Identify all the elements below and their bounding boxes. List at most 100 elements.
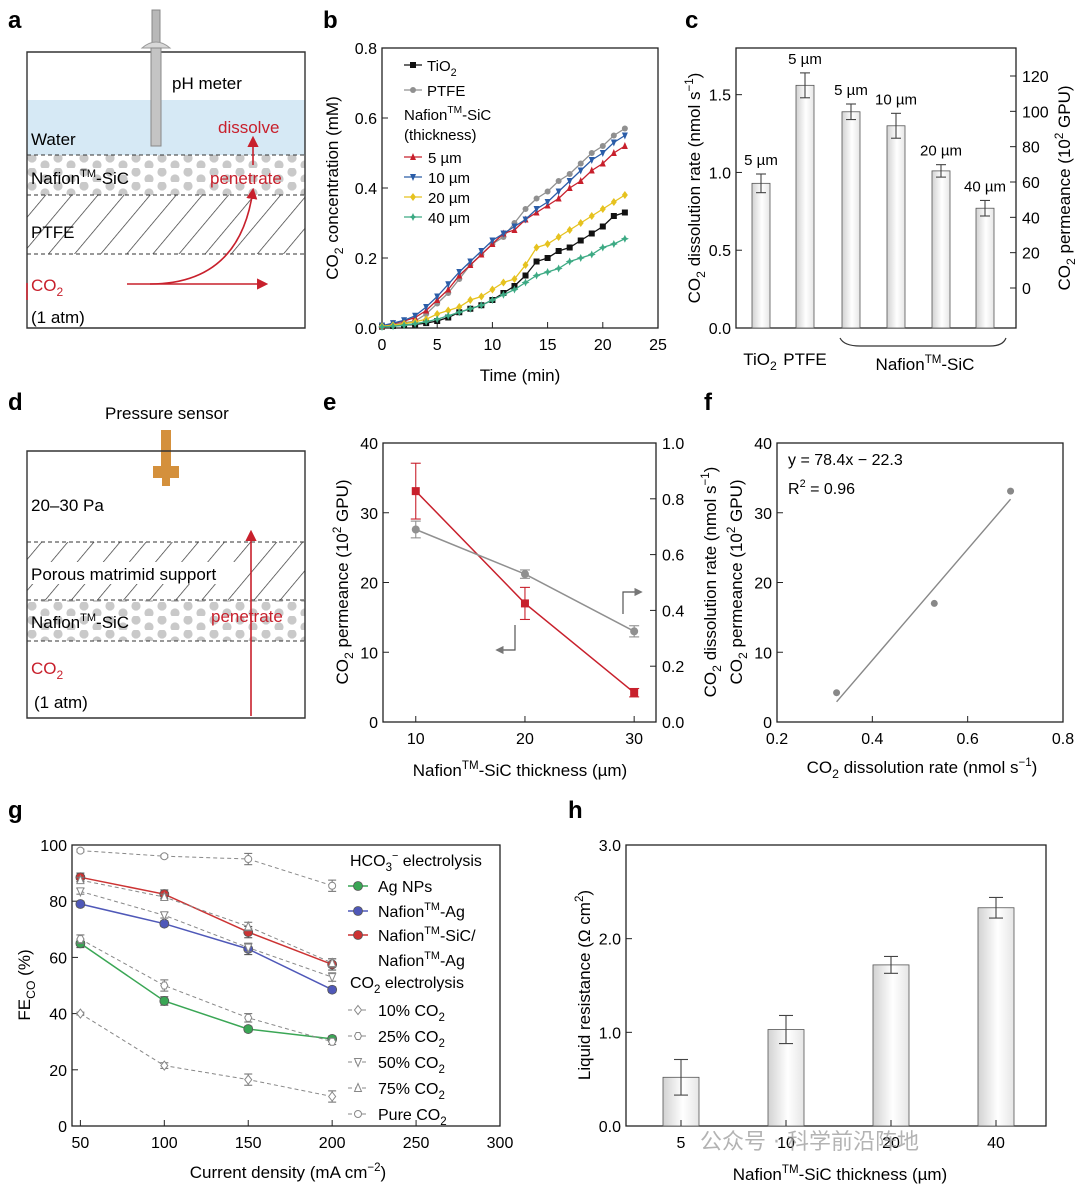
y2-axis-c-tick-label: 80 [1022, 140, 1040, 157]
legend-marker-b [410, 62, 416, 68]
y-axis-g-tick-label: 20 [49, 1063, 67, 1080]
y-axis-g-tick-label: 100 [40, 838, 67, 855]
y2-axis-e-tick-label: 0.4 [662, 603, 684, 620]
data-point-b [566, 244, 573, 251]
data-point-g [243, 943, 253, 954]
data-point-b [620, 234, 629, 243]
dissolve-label: dissolve [218, 118, 279, 137]
data-point-b [555, 178, 562, 184]
legend-marker-b [410, 87, 416, 93]
legend-label-g: Pure CO2 [378, 1107, 447, 1128]
group-label-c-part: TM [925, 354, 942, 366]
y-axis-c-tick-label: 1.5 [709, 88, 731, 105]
y2-axis-title-c-part: CO [1055, 265, 1074, 291]
bar-h [872, 964, 910, 1127]
legend-head-co2-part: electrolysis [380, 975, 464, 992]
data-point-b [511, 275, 518, 283]
penetrate-label-d: penetrate [211, 607, 283, 626]
pressure-label: 20–30 Pa [31, 496, 104, 515]
data-point-g [327, 973, 337, 983]
data-point-b [533, 195, 540, 202]
data-point-b [533, 243, 540, 252]
legend-label-g-part: 2 [438, 1064, 444, 1076]
data-point-f [833, 689, 841, 697]
data-point-b [500, 278, 507, 287]
legend-head-hco3-part: HCO [350, 853, 386, 870]
y2-axis-c-tick-label: 60 [1022, 175, 1040, 192]
y-axis-title-g-part: CO [24, 981, 38, 999]
bar-label-c: 5 µm [834, 82, 868, 99]
x-axis-title-e-part: -SiC thickness (µm) [479, 761, 628, 780]
series-line-g-2 [80, 876, 333, 966]
y-axis-title-e-part: 2 [332, 527, 344, 533]
panel-d-schematic: d Pressure sensor 20–30 Pa Porous matrim… [8, 389, 306, 719]
category-label-tio2-part: TiO [743, 350, 770, 369]
panel-letter-f: f [704, 389, 713, 416]
data-point-b [599, 143, 606, 149]
legend-marker-b [410, 153, 416, 160]
y2-axis-title-e-part: 2 [710, 665, 724, 672]
data-point-g [159, 996, 170, 1006]
data-point-b [577, 167, 584, 175]
data-point-g [327, 984, 338, 995]
y-axis-g-tick-label: 0 [58, 1119, 67, 1136]
y2-axis-title-e-part: ) [701, 467, 720, 473]
x-axis-title-g-part: −2 [367, 1162, 380, 1174]
data-point-b [522, 216, 529, 224]
data-point-g [244, 1013, 253, 1022]
legend-label-g-part: Nafion [378, 928, 424, 945]
y2-axis-c-tick-label: 100 [1022, 104, 1049, 121]
data-point-b [467, 296, 474, 304]
y-axis-e-tick-label: 20 [360, 576, 378, 593]
r2-label-f-part: R [788, 481, 800, 498]
legend-label-g: 75% CO2 [378, 1081, 445, 1102]
legend-label-b: 40 µm [428, 210, 470, 227]
y2-axis-c-tick-label: 120 [1022, 69, 1049, 86]
data-point-b [543, 268, 552, 276]
legend-label-g-part: 2 [438, 1090, 444, 1102]
data-point-b [576, 254, 585, 262]
data-point-g [75, 899, 86, 909]
series-line-b-4 [381, 194, 626, 327]
legend-marker-g [353, 1004, 363, 1016]
panel-letter-c: c [685, 7, 698, 34]
bar-h [977, 907, 1015, 1127]
x-axis-e-tick-label: 30 [625, 731, 643, 748]
axis-indicator-right-e [622, 587, 643, 614]
ptfe-label: PTFE [31, 223, 74, 242]
bar-c [751, 182, 771, 329]
data-point-b [500, 230, 507, 238]
x-axis-g-tick-label: 150 [235, 1135, 262, 1152]
legend-head-co2-part: CO [350, 975, 374, 992]
x-axis-title-e-part: TM [462, 760, 479, 772]
legend-label-b-part: PTFE [427, 83, 465, 100]
legend-label-g-cont-part: -Ag [440, 953, 465, 970]
data-point-b [423, 304, 430, 311]
data-point-g [76, 846, 85, 855]
y2-axis-e-tick-label: 1.0 [662, 436, 684, 453]
legend-label-g-part: Pure CO [378, 1107, 440, 1124]
y-axis-c-tick-label: 0.0 [709, 321, 731, 338]
data-point-b [400, 321, 409, 330]
legend-label-g-part: -SiC/ [440, 928, 476, 945]
legend-label-g-part: Ag NPs [378, 879, 432, 896]
x-axis-f-tick-label: 0.2 [766, 731, 788, 748]
co2-label-d: CO2 [31, 659, 64, 682]
y2-axis-e-tick-label: 0.6 [662, 548, 684, 565]
y-axis-title-f-part: GPU) [727, 479, 746, 526]
data-point-b [609, 240, 618, 248]
data-point-b [499, 290, 508, 299]
data-point-e [411, 487, 420, 496]
data-point-e [411, 525, 420, 534]
watermark: 公众号 · 科学前沿阵地 [700, 1130, 919, 1155]
data-point-b [599, 205, 606, 213]
y-axis-g-tick-label: 40 [49, 1007, 67, 1024]
legend-label-b: TiO2 [427, 58, 457, 79]
plot-frame-g [71, 844, 501, 1127]
legend-marker-b [410, 193, 416, 201]
data-point-b [433, 315, 442, 324]
legend-label-g-cont: NafionTM-Ag [378, 950, 465, 970]
y-axis-b-tick-label: 0.8 [355, 41, 377, 58]
x-axis-title-f-part: ) [1032, 758, 1038, 777]
group-label-c-part: -SiC [941, 355, 974, 374]
